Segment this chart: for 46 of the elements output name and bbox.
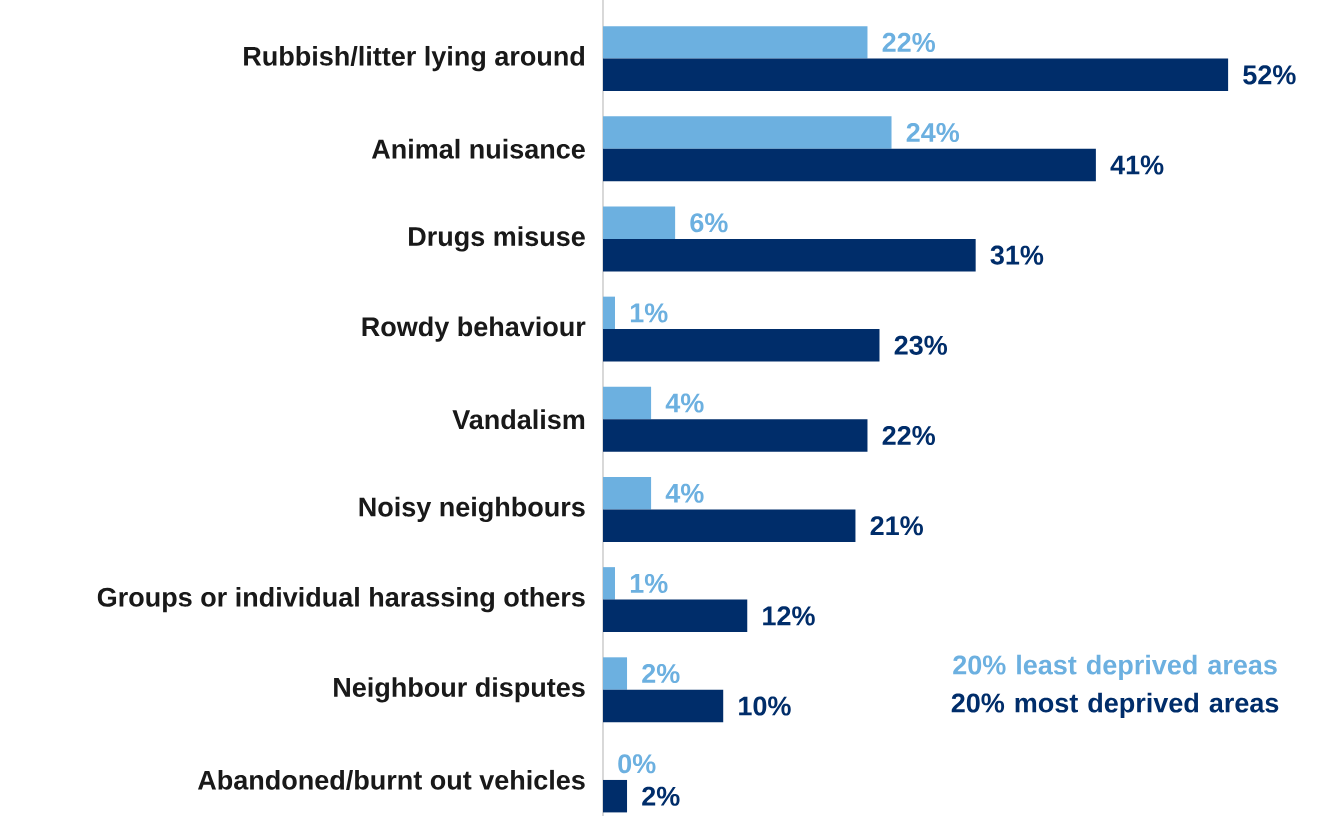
y-tick-label: Rowdy behaviour — [362, 316, 586, 342]
bar — [603, 509, 856, 542]
data-label: 31% — [990, 245, 1044, 265]
y-tick-label: Drugs misuse — [409, 226, 585, 252]
y-tick-label: Neighbour disputes — [334, 677, 585, 703]
bar — [603, 296, 616, 330]
bar — [603, 206, 676, 239]
data-label: 2% — [642, 664, 680, 684]
data-label: 23% — [894, 335, 948, 355]
y-tick-label: Groups or individual harassing others — [97, 586, 585, 613]
data-label: 24% — [906, 123, 960, 143]
y-tick-label: Animal nuisance — [371, 138, 585, 159]
bar — [603, 386, 652, 420]
data-label: 4% — [665, 483, 704, 503]
text: 20% least deprived areas — [953, 654, 1277, 680]
bar — [603, 599, 748, 633]
bar — [603, 26, 868, 59]
y-tick-label: Abandoned/burnt out vehicles — [197, 769, 585, 790]
bar — [603, 58, 1229, 92]
bar — [603, 148, 1096, 182]
data-label: 1% — [630, 303, 668, 323]
bar — [603, 779, 628, 813]
data-label: 0% — [618, 754, 656, 774]
bar — [603, 419, 868, 452]
data-label: 21% — [870, 516, 923, 536]
data-label: 4% — [665, 393, 704, 413]
data-label: 1% — [630, 573, 668, 593]
bar — [603, 657, 628, 690]
data-label: 2% — [642, 786, 680, 806]
data-label: 22% — [882, 32, 935, 52]
bar — [603, 689, 724, 723]
bar — [603, 238, 976, 272]
data-label: 6% — [690, 213, 728, 233]
data-label: 22% — [882, 425, 935, 446]
data-label: 52% — [1243, 65, 1296, 85]
text: 20% most deprived areas — [951, 692, 1279, 718]
y-tick-label: Vandalism — [452, 409, 585, 430]
bar — [603, 329, 880, 362]
data-label: 41% — [1110, 155, 1164, 175]
data-label: 10% — [739, 696, 791, 716]
data-label: 12% — [763, 606, 815, 626]
bar — [603, 476, 652, 510]
y-tick-label: Noisy neighbours — [359, 496, 585, 523]
bar — [603, 116, 892, 149]
bar — [603, 567, 616, 600]
y-tick-label: Rubbish/litter lying around — [244, 45, 585, 72]
